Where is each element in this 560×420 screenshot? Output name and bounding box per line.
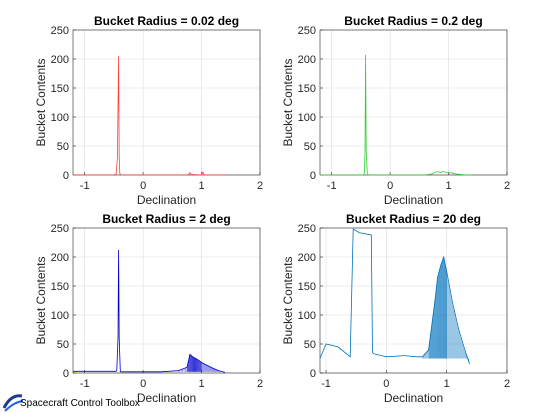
y-tick-label: 150 <box>298 281 316 293</box>
y-tick-label: 200 <box>51 54 69 66</box>
x-tick-label: 1 <box>444 378 450 390</box>
y-axis-label: Bucket Contents <box>281 256 295 344</box>
y-tick-label: 150 <box>51 281 69 293</box>
subplot-3: -1 0 1 2 0 50 100 150 200 250 Bucket Radius = 2 de… <box>34 212 263 405</box>
brand-logo: Spacecraft Control Toolbox <box>2 392 162 414</box>
y-tick-label: 50 <box>57 141 69 153</box>
x-tick-label: 1 <box>199 378 205 390</box>
y-tick-label: 200 <box>51 252 69 264</box>
y-tick-label: 50 <box>57 339 69 351</box>
x-axis-label: Declination <box>384 193 443 207</box>
x-tick-label: 0 <box>140 378 146 390</box>
x-tick-label: 0 <box>383 378 389 390</box>
chart-title: Bucket Radius = 0.02 deg <box>94 14 239 28</box>
plot-frame <box>72 227 261 374</box>
x-tick-label: -1 <box>321 378 331 390</box>
x-tick-label: 0 <box>387 180 393 192</box>
subplot-1: -1 0 1 2 0 50 100 150 200 250 Bucket Radius = 0.02… <box>34 14 263 207</box>
plot-frame <box>72 29 261 176</box>
y-tick-label: 0 <box>310 368 316 380</box>
y-tick-label: 100 <box>51 112 69 124</box>
x-axis-label: Declination <box>137 391 196 405</box>
series-line <box>320 54 472 176</box>
y-tick-label: 0 <box>63 170 69 182</box>
y-axis-label: Bucket Contents <box>34 256 48 344</box>
x-tick-label: -1 <box>327 180 337 192</box>
y-tick-label: 100 <box>298 112 316 124</box>
plot-frame <box>319 29 508 176</box>
y-tick-label: 50 <box>304 141 316 153</box>
x-axis-label: Declination <box>384 391 443 405</box>
y-tick-label: 100 <box>298 310 316 322</box>
y-tick-label: 150 <box>51 83 69 95</box>
x-tick-label: 2 <box>257 180 263 192</box>
y-tick-label: 0 <box>310 170 316 182</box>
y-tick-label: 200 <box>298 252 316 264</box>
y-axis-label: Bucket Contents <box>34 58 48 146</box>
subplot-4: -1 0 1 2 0 50 100 150 200 250 Bucket Radius = 20 d… <box>281 212 510 405</box>
logo-icon <box>2 394 24 412</box>
y-tick-label: 250 <box>51 223 69 235</box>
x-tick-label: 2 <box>504 378 510 390</box>
x-tick-label: 1 <box>446 180 452 192</box>
subplot-2: -1 0 1 2 0 50 100 150 200 250 Bucket Radius = 0.2 … <box>281 14 510 207</box>
x-tick-label: -1 <box>80 378 90 390</box>
y-tick-label: 250 <box>51 25 69 37</box>
y-tick-label: 250 <box>298 25 316 37</box>
x-axis-label: Declination <box>137 193 196 207</box>
x-tick-label: 0 <box>140 180 146 192</box>
x-tick-label: 2 <box>504 180 510 192</box>
y-tick-label: 0 <box>63 368 69 380</box>
brand-text: Spacecraft Control Toolbox <box>20 398 140 409</box>
y-axis-label: Bucket Contents <box>281 58 295 146</box>
y-tick-label: 200 <box>298 54 316 66</box>
series-line <box>73 56 225 176</box>
y-tick-label: 250 <box>298 223 316 235</box>
chart-title: Bucket Radius = 20 deg <box>346 212 481 226</box>
x-tick-label: 1 <box>199 180 205 192</box>
chart-title: Bucket Radius = 2 deg <box>102 212 230 226</box>
plot-frame <box>319 227 508 374</box>
series-line <box>73 249 226 373</box>
y-tick-label: 50 <box>304 339 316 351</box>
x-tick-label: -1 <box>80 180 90 192</box>
y-tick-label: 150 <box>298 83 316 95</box>
chart-title: Bucket Radius = 0.2 deg <box>344 14 482 28</box>
x-tick-label: 2 <box>257 378 263 390</box>
y-tick-label: 100 <box>51 310 69 322</box>
